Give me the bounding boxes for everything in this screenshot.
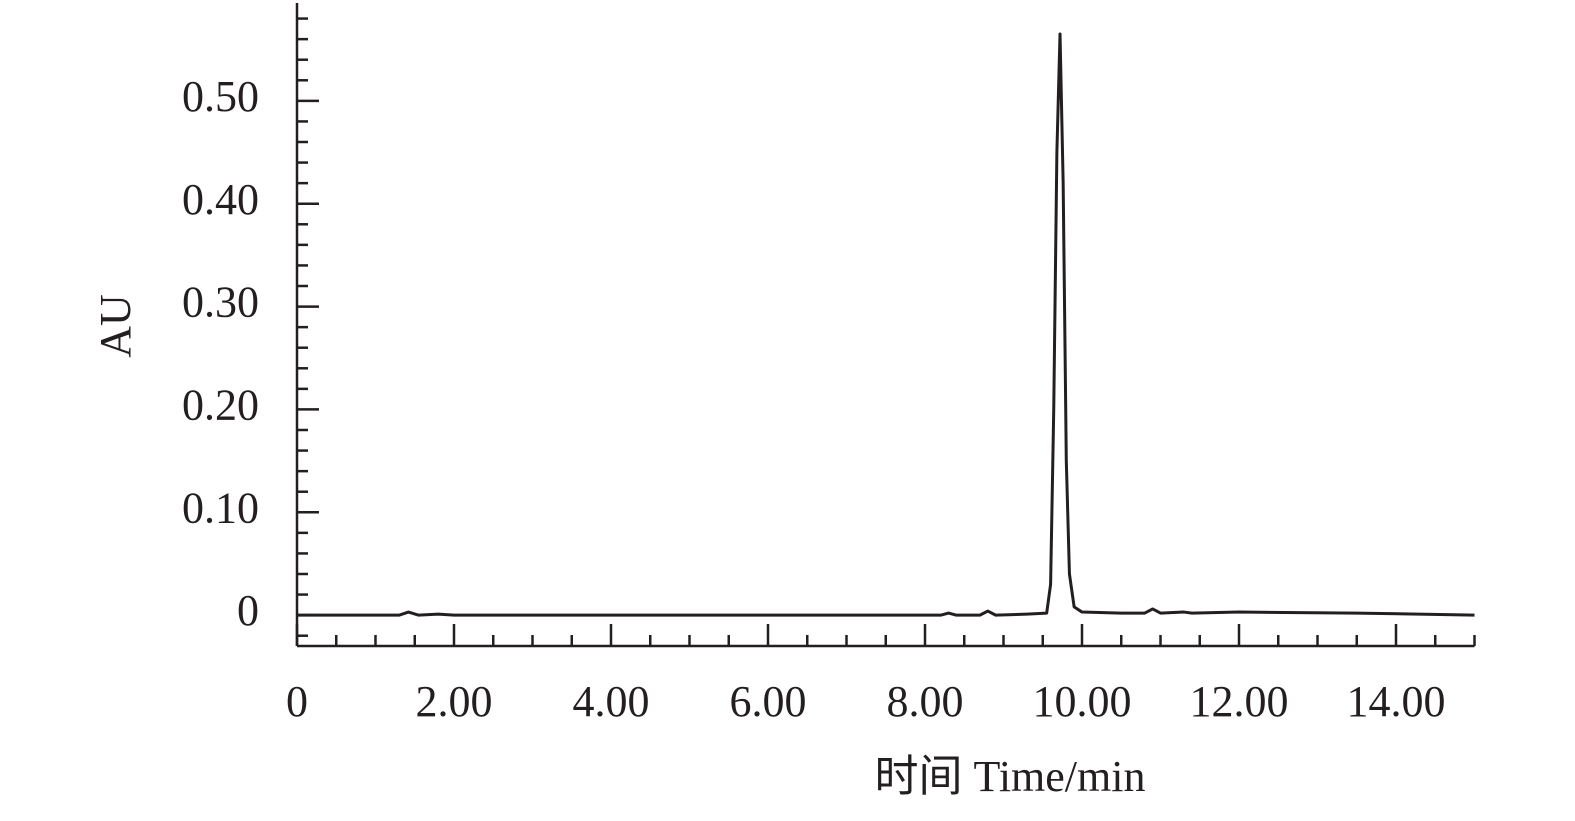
x-tick-label: 6.00 <box>730 677 807 726</box>
y-tick-label: 0 <box>237 586 259 635</box>
y-tick-label: 0.10 <box>182 483 259 532</box>
x-tick-label: 14.00 <box>1347 677 1446 726</box>
x-tick-label: 4.00 <box>573 677 650 726</box>
x-tick-label: 8.00 <box>887 677 964 726</box>
y-tick-label: 0.20 <box>182 381 259 430</box>
x-tick-label: 10.00 <box>1033 677 1132 726</box>
x-tick-label: 2.00 <box>416 677 493 726</box>
y-axis-label: AU <box>91 294 140 358</box>
data-line <box>297 32 1475 617</box>
y-tick-label: 0.30 <box>182 278 259 327</box>
x-tick-label: 12.00 <box>1190 677 1289 726</box>
x-axis-label: 时间 Time/min <box>875 752 1146 801</box>
x-tick-label: 0 <box>286 677 308 726</box>
y-tick-label: 0.40 <box>182 175 259 224</box>
y-tick-label: 0.50 <box>182 72 259 121</box>
